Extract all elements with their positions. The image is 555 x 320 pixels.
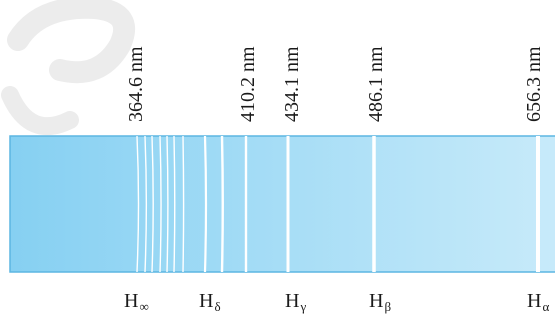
wavelength-label-h-beta: 486.1 nm	[365, 46, 387, 122]
line-label-h-delta: Hδ	[199, 291, 221, 313]
line-label-symbol: H	[199, 290, 214, 312]
line-label-subscript: δ	[214, 299, 221, 314]
emission-line-high-order	[136, 135, 140, 273]
emission-line-high-order	[182, 135, 185, 273]
line-label-subscript: α	[542, 299, 550, 314]
line-label-subscript: γ	[300, 299, 307, 314]
wavelength-label-limit: 364.6 nm	[125, 46, 147, 122]
line-label-subscript: ∞	[139, 299, 149, 314]
line-label-symbol: H	[369, 290, 384, 312]
line-label-h-beta: Hβ	[369, 291, 391, 313]
emission-line-high-order	[159, 135, 162, 273]
line-label-h-alpha: Hα	[527, 291, 549, 313]
line-label-h-gamma: Hγ	[285, 291, 306, 313]
emission-line-h-epsilon	[203, 135, 208, 273]
line-label-symbol: H	[124, 290, 139, 312]
wavelength-label-h-gamma: 434.1 nm	[281, 46, 303, 122]
emission-line-h-delta	[220, 135, 224, 273]
emission-line-high-order	[144, 135, 148, 273]
emission-line-high-order	[166, 135, 169, 273]
line-label-subscript: β	[384, 299, 392, 314]
line-label-symbol: H	[527, 290, 542, 312]
emission-line-high-order	[173, 135, 176, 273]
wavelength-label-h-alpha: 656.3 nm	[523, 46, 545, 122]
spectrum-rectangle	[9, 135, 555, 273]
line-label-h-infinity: H∞	[124, 291, 149, 313]
emission-line-high-order	[151, 135, 154, 273]
wavelength-label-h-delta: 410.2 nm	[237, 46, 259, 122]
line-label-symbol: H	[285, 290, 300, 312]
